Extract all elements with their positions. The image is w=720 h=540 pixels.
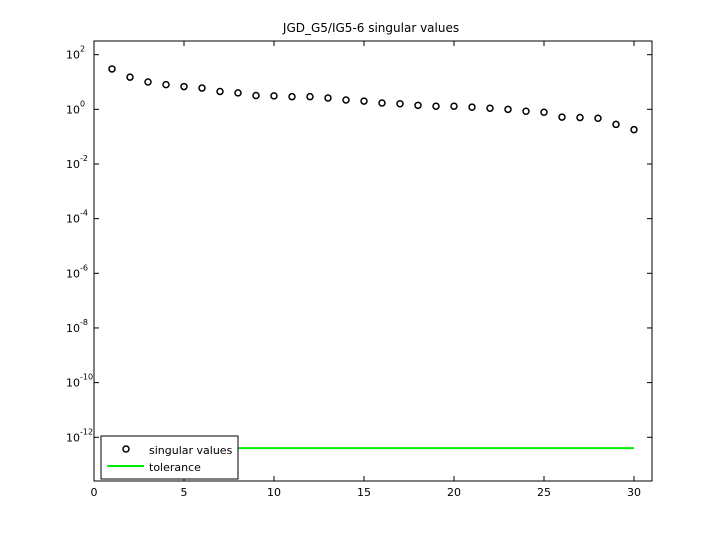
- singular-value-point: [558, 113, 566, 121]
- x-tick-label: 10: [267, 486, 281, 499]
- y-tick-label-exponent: -6: [80, 263, 88, 272]
- y-tick-label-base: 10: [66, 213, 80, 226]
- singular-value-point: [108, 65, 116, 73]
- singular-value-point: [270, 92, 278, 100]
- singular-value-point: [576, 113, 584, 122]
- y-tick-label-base: 10: [66, 322, 80, 335]
- x-tick-label: 25: [537, 486, 551, 499]
- x-tick-label: 30: [627, 486, 641, 499]
- singular-value-point: [468, 103, 476, 111]
- singular-value-point: [414, 101, 422, 110]
- singular-value-point: [486, 104, 494, 112]
- singular-value-point: [342, 96, 350, 104]
- singular-value-point: [630, 125, 638, 134]
- y-tick-label-exponent: 0: [80, 99, 85, 108]
- singular-value-point: [126, 73, 134, 81]
- singular-value-point: [180, 82, 188, 91]
- singular-value-point: [540, 108, 548, 117]
- singular-value-point: [432, 102, 440, 110]
- singular-value-point: [360, 97, 368, 105]
- singular-value-point: [162, 80, 170, 89]
- y-tick-label-base: 10: [66, 49, 80, 62]
- chart-title: JGD_G5/IG5-6 singular values: [282, 21, 459, 35]
- legend-marker-singular-values: [122, 445, 130, 453]
- singular-value-point: [612, 120, 620, 129]
- x-tick-label: 15: [357, 486, 371, 499]
- singular-value-point: [594, 114, 602, 123]
- singular-value-point: [450, 102, 458, 110]
- singular-value-point: [252, 91, 260, 100]
- singular-value-point: [288, 92, 296, 101]
- x-tick-label: 20: [447, 486, 461, 499]
- x-axis: 0 5 10 15 20 25 30: [91, 41, 641, 499]
- plot-frame: [93, 40, 653, 482]
- legend-label-singular-values: singular values: [149, 444, 233, 457]
- y-tick-label-exponent: -4: [80, 209, 88, 218]
- y-tick-label-base: 10: [66, 103, 80, 116]
- y-tick-label-exponent: -10: [80, 373, 93, 382]
- y-tick-label-base: 10: [66, 267, 80, 280]
- legend: singular values tolerance: [100, 435, 239, 480]
- singular-value-point: [378, 99, 386, 107]
- singular-value-point: [306, 92, 314, 101]
- x-tick-label: 0: [91, 486, 98, 499]
- x-tick-label: 5: [181, 486, 188, 499]
- y-tick-label-base: 10: [66, 431, 80, 444]
- singular-value-point: [216, 87, 224, 96]
- legend-box: [100, 435, 239, 480]
- singular-value-point: [198, 84, 206, 92]
- y-tick-label-base: 10: [66, 377, 80, 390]
- y-tick-label-exponent: -12: [80, 427, 93, 436]
- y-tick-label-exponent: -8: [80, 318, 88, 327]
- singular-value-point: [396, 99, 404, 108]
- singular-value-point: [522, 107, 530, 116]
- singular-value-point: [324, 94, 332, 102]
- singular-value-point: [144, 78, 152, 86]
- legend-label-tolerance: tolerance: [149, 461, 201, 474]
- singular-value-point: [234, 89, 242, 97]
- y-tick-label-exponent: -2: [80, 154, 88, 163]
- y-tick-label-exponent: 2: [80, 45, 85, 54]
- y-tick-label-base: 10: [66, 158, 80, 171]
- singular-value-point: [504, 105, 512, 114]
